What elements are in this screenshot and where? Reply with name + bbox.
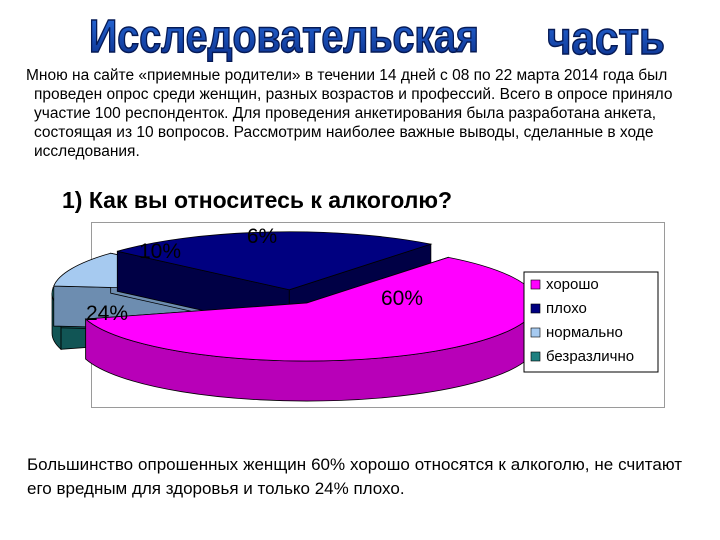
legend-swatch-хорошо	[530, 279, 541, 290]
legend-swatch-нормально	[530, 327, 541, 338]
legend-swatch-безразлично	[530, 351, 541, 362]
legend-swatch-плохо	[530, 303, 541, 314]
pie-slice-top	[117, 231, 433, 291]
legend-item-хорошо: хорошо	[546, 276, 599, 293]
conclusion-text: Большинство опрошенных женщин 60% хорошо…	[27, 455, 682, 498]
page-title: Исследовательская часть	[0, 0, 720, 62]
data-label-безразлично: 6%	[247, 225, 277, 248]
data-label-плохо: 24%	[86, 302, 128, 325]
legend-item-безразлично: безразлично	[546, 348, 634, 365]
title-word-1: Исследовательская	[89, 10, 479, 62]
conclusion-paragraph: Большинство опрошенных женщин 60% хорошо…	[27, 453, 682, 501]
pie-slice-хорошо	[84, 256, 538, 402]
legend-item-плохо: плохо	[546, 300, 587, 317]
legend-item-нормально: нормально	[546, 324, 623, 341]
pie-3d-body	[51, 231, 538, 402]
data-label-нормально: 10%	[139, 240, 181, 263]
title-word-2: часть	[547, 12, 665, 62]
pie-slice-top	[84, 256, 538, 362]
legend-box	[523, 271, 659, 373]
chart-title: 1) Как вы относитесь к алкоголю?	[62, 187, 453, 213]
chart-legend: хорошо плохо нормально безразлично	[523, 271, 659, 373]
intro-paragraph: Мною на сайте «приемные родители» в тече…	[26, 66, 716, 161]
data-label-хорошо: 60%	[381, 287, 423, 310]
intro-text: Мною на сайте «приемные родители» в тече…	[26, 67, 673, 160]
